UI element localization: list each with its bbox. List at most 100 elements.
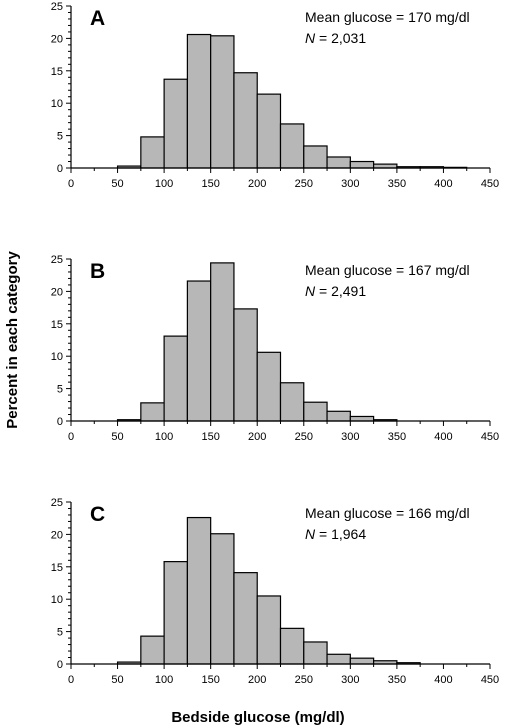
histogram-bar: [279, 382, 305, 422]
x-tick-label: 0: [68, 178, 74, 190]
x-tick-label: 350: [388, 674, 406, 686]
histogram-bar: [326, 653, 351, 665]
x-tick-label: 50: [111, 431, 123, 443]
y-tick-label: 0: [57, 659, 63, 671]
x-tick-label: 350: [388, 178, 406, 190]
histogram-bar: [233, 572, 258, 665]
histogram-bar: [210, 35, 235, 169]
y-tick-label: 20: [51, 286, 63, 298]
x-tick-label: 100: [155, 178, 173, 190]
histogram-bar: [140, 136, 165, 169]
mean-glucose-annotation: Mean glucose = 167 mg/dl: [305, 262, 470, 278]
histogram-bar: [140, 402, 165, 422]
n-value: = 2,031: [315, 30, 366, 46]
n-symbol: N: [305, 30, 316, 46]
y-tick-label: 20: [51, 33, 63, 45]
histogram-bar: [326, 410, 351, 422]
panel-letter: B: [90, 260, 105, 283]
sample-size-annotation: N = 2,031: [305, 30, 366, 46]
y-tick-label: 20: [51, 529, 63, 541]
y-tick-label: 15: [51, 562, 63, 574]
x-tick-label: 150: [201, 178, 219, 190]
x-tick-label: 250: [295, 674, 313, 686]
histogram-bar: [279, 627, 305, 665]
x-tick-label: 450: [481, 674, 499, 686]
x-tick-label: 200: [248, 674, 266, 686]
histogram-bar: [140, 635, 165, 665]
mean-glucose-annotation: Mean glucose = 166 mg/dl: [305, 505, 470, 521]
y-tick-label: 0: [57, 163, 63, 175]
histogram-bar: [256, 93, 282, 169]
histogram-bar: [326, 156, 351, 169]
x-tick-label: 100: [155, 431, 173, 443]
y-tick-label: 5: [57, 627, 63, 639]
histogram-bar: [256, 595, 282, 665]
histogram-bar: [233, 72, 258, 169]
y-tick-label: 10: [51, 351, 63, 363]
x-tick-label: 300: [341, 674, 359, 686]
histogram-bar: [186, 33, 212, 169]
x-tick-label: 0: [68, 431, 74, 443]
histogram-bar: [163, 335, 188, 422]
x-tick-label: 350: [388, 431, 406, 443]
histogram-bar: [210, 533, 235, 665]
y-tick-label: 10: [51, 594, 63, 606]
y-tick-label: 0: [57, 416, 63, 428]
x-tick-label: 150: [201, 431, 219, 443]
y-tick-label: 5: [57, 131, 63, 143]
histogram-bar: [349, 415, 375, 422]
n-value: = 2,491: [315, 283, 366, 299]
histogram-bar: [233, 308, 258, 422]
histogram-bar: [303, 641, 328, 665]
x-tick-label: 450: [481, 431, 499, 443]
n-symbol: N: [305, 283, 316, 299]
x-tick-label: 200: [248, 178, 266, 190]
sample-size-annotation: N = 2,491: [305, 283, 366, 299]
histogram-bar: [186, 516, 212, 665]
n-value: = 1,964: [315, 526, 366, 542]
x-tick-label: 400: [434, 431, 452, 443]
x-tick-label: 250: [295, 431, 313, 443]
histogram-bar: [349, 657, 375, 665]
mean-glucose-annotation: Mean glucose = 170 mg/dl: [305, 9, 470, 25]
x-tick-label: 50: [111, 674, 123, 686]
y-tick-label: 25: [51, 497, 63, 509]
x-tick-label: 300: [341, 431, 359, 443]
y-tick-label: 10: [51, 98, 63, 110]
histogram-bar: [163, 78, 188, 169]
y-tick-label: 25: [51, 254, 63, 266]
histogram-bar: [186, 280, 212, 422]
histogram-bar: [303, 401, 328, 422]
histogram-bar: [256, 351, 282, 422]
x-tick-label: 400: [434, 178, 452, 190]
panel-letter: A: [90, 7, 105, 30]
x-axis-title: Bedside glucose (mg/dl): [171, 709, 344, 726]
x-tick-label: 200: [248, 431, 266, 443]
histogram-bar: [303, 145, 328, 169]
x-tick-label: 400: [434, 674, 452, 686]
x-tick-label: 450: [481, 178, 499, 190]
x-tick-label: 150: [201, 674, 219, 686]
n-symbol: N: [305, 526, 316, 542]
histogram-bar: [210, 262, 235, 422]
y-tick-label: 15: [51, 319, 63, 331]
y-tick-label: 25: [51, 1, 63, 13]
x-tick-label: 300: [341, 178, 359, 190]
x-tick-label: 100: [155, 674, 173, 686]
y-axis-title: Percent in each category: [4, 251, 21, 429]
x-tick-label: 50: [111, 178, 123, 190]
y-tick-label: 15: [51, 66, 63, 78]
sample-size-annotation: N = 1,964: [305, 526, 366, 542]
x-tick-label: 250: [295, 178, 313, 190]
histogram-bar: [349, 160, 375, 169]
panel-letter: C: [90, 503, 105, 526]
histogram-bar: [279, 123, 305, 169]
histogram-bar: [163, 561, 188, 665]
y-tick-label: 5: [57, 384, 63, 396]
x-tick-label: 0: [68, 674, 74, 686]
